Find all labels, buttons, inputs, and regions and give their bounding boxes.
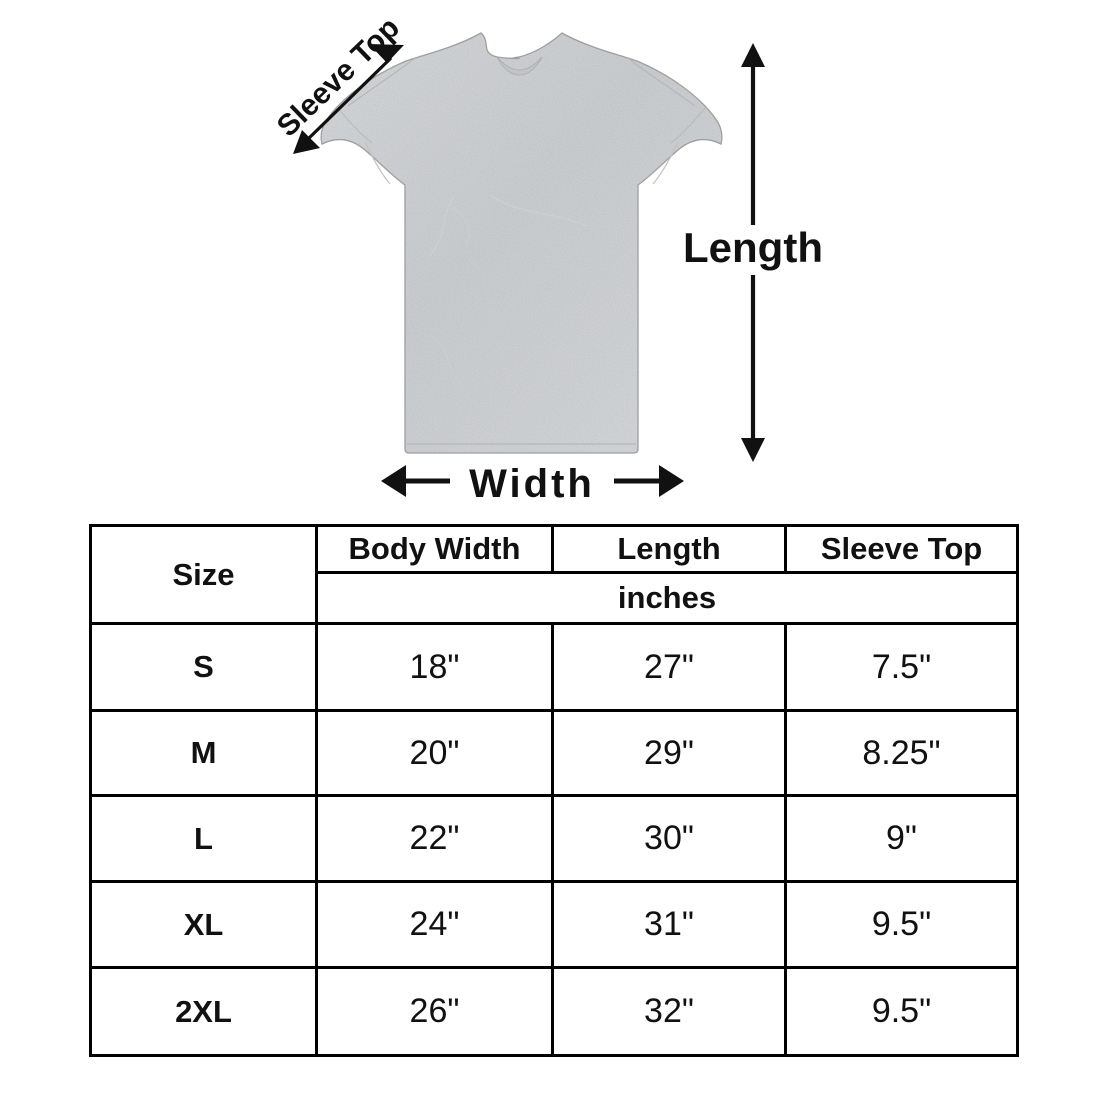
svg-text:Width: Width	[469, 462, 595, 506]
svg-text:Length: Length	[683, 224, 823, 271]
